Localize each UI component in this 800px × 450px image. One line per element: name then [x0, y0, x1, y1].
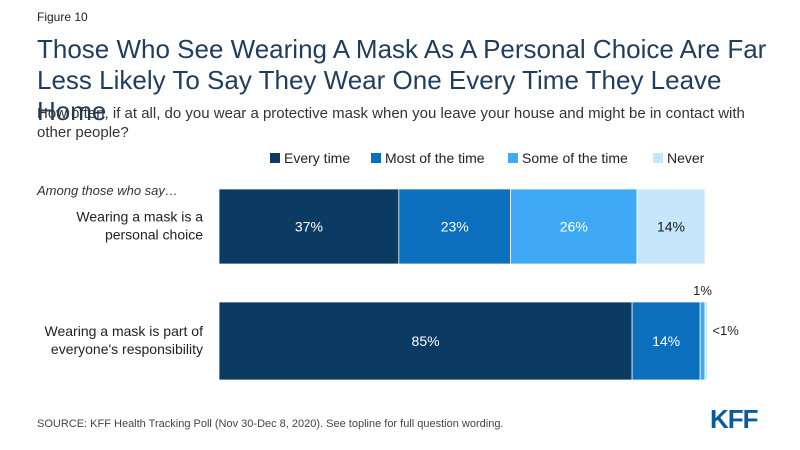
legend-item-some-of-the-time: Some of the time: [508, 150, 628, 166]
group-label: Among those who say…: [37, 183, 178, 198]
data-label: 37%: [295, 219, 323, 235]
legend-swatch: [270, 153, 280, 163]
legend-item-never: Never: [653, 150, 704, 166]
legend-swatch: [371, 153, 381, 163]
source-note: SOURCE: KFF Health Tracking Poll (Nov 30…: [37, 418, 504, 430]
category-label: Wearing a mask is part of everyone's resp…: [45, 323, 204, 357]
data-label: 14%: [657, 219, 685, 235]
bar-segment: [510, 188, 638, 265]
data-label-outside: 1%: [693, 283, 712, 298]
legend-label: Never: [667, 150, 705, 166]
bar-segment: [704, 301, 708, 381]
category-label: Wearing a mask is a personal choice: [76, 209, 203, 243]
data-label: 26%: [560, 219, 588, 235]
chart-title: Those Who See Wearing A Mask As A Person…: [37, 34, 767, 126]
data-label: 14%: [652, 333, 680, 349]
bar-segment: [398, 188, 511, 265]
bar-segment: [218, 301, 633, 381]
kff-logo: KFF: [710, 404, 759, 434]
legend-item-every-time: Every time: [270, 150, 350, 166]
legend-label: Most of the time: [385, 150, 485, 166]
bar-segment: [636, 188, 706, 265]
legend-label: Some of the time: [522, 150, 628, 166]
figure-label: Figure 10: [37, 10, 88, 24]
data-label: 23%: [441, 219, 469, 235]
data-label-outside: <1%: [712, 323, 739, 338]
legend-label: Every time: [284, 150, 351, 166]
legend-item-most-of-the-time: Most of the time: [371, 150, 485, 166]
bar-segment: [218, 188, 400, 265]
data-label: 85%: [412, 333, 440, 349]
bar-segment: [631, 301, 701, 381]
legend: Every time Most of the time Some of the …: [0, 150, 800, 168]
legend-swatch: [508, 153, 518, 163]
chart-subtitle: How often, if at all, do you wear a prot…: [37, 105, 745, 141]
bar-segment: [699, 301, 706, 381]
legend-swatch: [653, 153, 663, 163]
